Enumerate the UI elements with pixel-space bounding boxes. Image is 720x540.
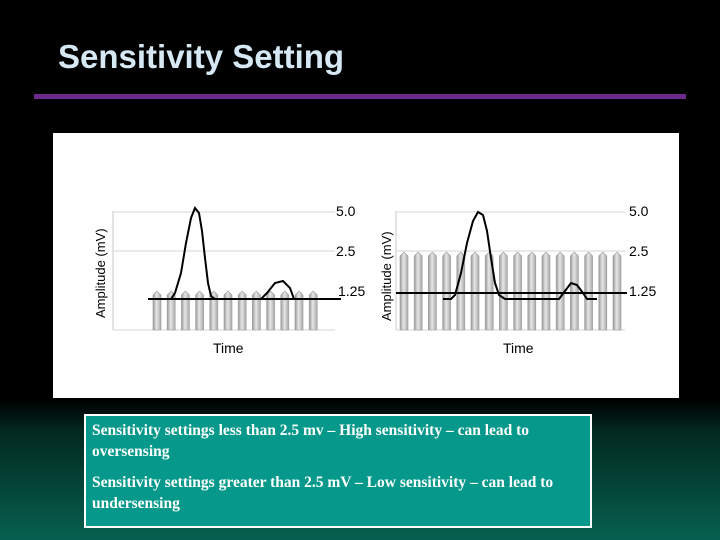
right-noise-spike xyxy=(513,251,522,331)
left-noise-spike xyxy=(166,290,176,331)
right-x-axis-label: Time xyxy=(503,340,534,356)
slide-title: Sensitivity Setting xyxy=(58,38,345,75)
left-noise-spike xyxy=(223,290,233,331)
right-noise-spikes xyxy=(399,251,622,331)
right-noise-spike xyxy=(470,251,480,331)
right-noise-spike xyxy=(598,251,608,331)
high-sensitivity-note: Sensitivity settings less than 2.5 mv – … xyxy=(92,422,530,460)
right-noise-spike xyxy=(584,251,593,331)
left-noise-spike xyxy=(195,290,204,331)
right-noise-spike xyxy=(499,251,508,331)
explanation-box: Sensitivity settings less than 2.5 mv – … xyxy=(84,414,592,528)
right-y-axis-label: Amplitude (mV) xyxy=(379,231,394,321)
right-level-2-5: 2.5 xyxy=(629,243,649,259)
left-chart: Amplitude (mV) 5.0 2.5 1.25 Time xyxy=(93,203,365,356)
low-sensitivity-note: Sensitivity settings greater than 2.5 mV… xyxy=(92,474,554,512)
left-ecg-waveform xyxy=(161,206,305,300)
right-level-1-25: 1.25 xyxy=(629,283,656,299)
left-noise-spike xyxy=(181,290,190,331)
left-level-2-5: 2.5 xyxy=(336,243,356,259)
right-noise-spike xyxy=(428,251,437,331)
left-noise-spike xyxy=(308,290,318,331)
left-noise-spike xyxy=(294,290,304,331)
right-chart: Amplitude (mV) 5.0 2.5 1.25 Time xyxy=(379,203,656,356)
sensitivity-diagram: Amplitude (mV) 5.0 2.5 1.25 Time Amplitu… xyxy=(93,203,656,356)
right-noise-spike xyxy=(541,251,551,331)
right-noise-spike xyxy=(612,251,622,331)
right-ecg-waveform xyxy=(443,210,597,300)
left-level-1-25: 1.25 xyxy=(338,283,365,299)
right-level-5-0: 5.0 xyxy=(629,203,649,219)
left-level-5-0: 5.0 xyxy=(336,203,356,219)
right-noise-spike xyxy=(570,251,579,331)
left-noise-spike xyxy=(209,290,219,331)
right-noise-spike xyxy=(527,251,537,331)
left-noise-spike xyxy=(266,290,275,331)
left-y-axis-label: Amplitude (mV) xyxy=(93,228,108,318)
left-x-axis-label: Time xyxy=(213,340,244,356)
left-noise-spike xyxy=(252,290,261,331)
left-noise-spike xyxy=(237,290,247,331)
title-divider xyxy=(34,94,686,99)
left-noise-spike xyxy=(152,290,162,331)
diagram-panel: Amplitude (mV) 5.0 2.5 1.25 Time Amplitu… xyxy=(53,133,679,398)
right-noise-spike xyxy=(442,251,451,331)
right-noise-spike xyxy=(555,251,565,331)
right-noise-spike xyxy=(399,251,409,331)
left-noise-spike xyxy=(280,290,290,331)
right-noise-spike xyxy=(413,251,423,331)
left-noise-spikes xyxy=(152,290,318,331)
right-noise-spike xyxy=(456,251,466,331)
